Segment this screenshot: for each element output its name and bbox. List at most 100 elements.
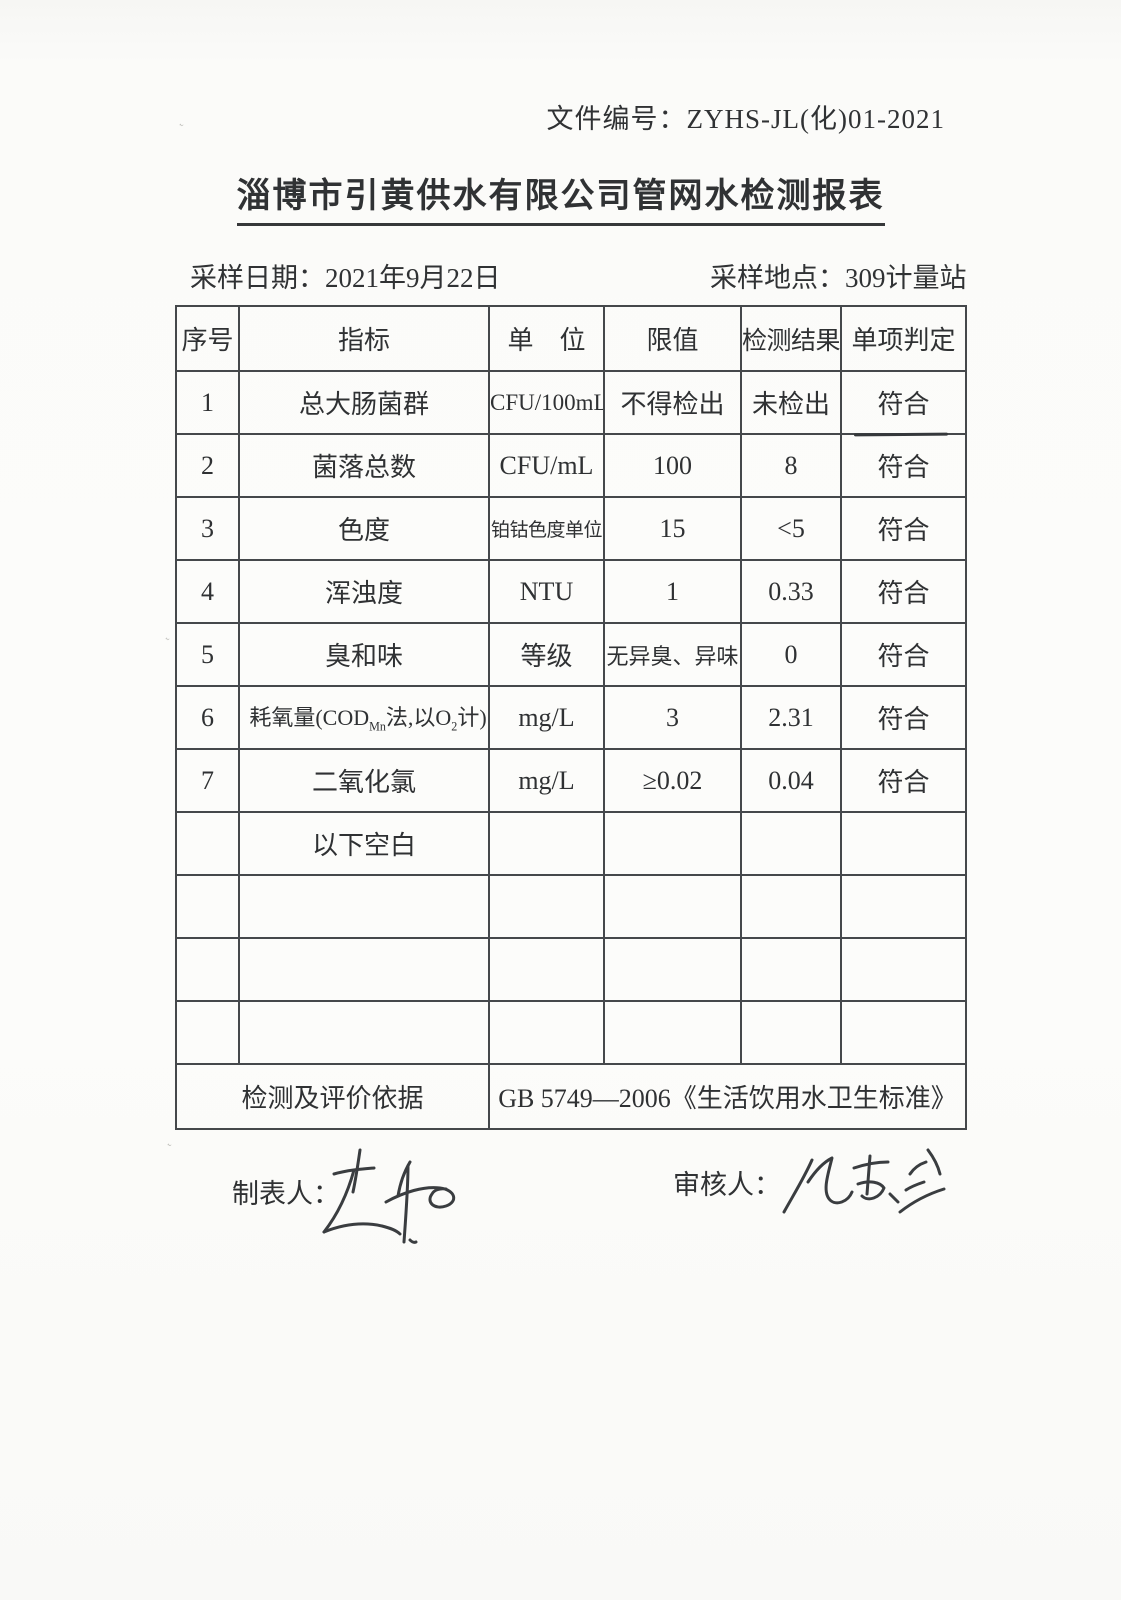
doc-number: 文件编号：ZYHS-JL(化)01-2021 — [547, 97, 945, 136]
sample-date-value: 2021年9月22日 — [325, 263, 501, 293]
reviewer-label: 审核人： — [673, 1170, 781, 1200]
limit-value: 100 — [603, 433, 742, 498]
indicator-name: 菌落总数 — [238, 433, 490, 498]
basis-row: 检测及评价依据 GB 5749—2006《生活饮用水卫生标准》 — [175, 1063, 967, 1130]
table-row: 3 色度 铂钴色度单位 15 <5 符合 — [175, 496, 967, 561]
unit-value: mg/L — [488, 748, 605, 813]
indicator-name: 色度 — [238, 496, 490, 561]
judgement-value — [840, 1000, 967, 1065]
result-value: 0.04 — [740, 748, 842, 813]
judgement-value: 符合 — [840, 559, 967, 624]
unit-value — [488, 811, 605, 876]
row-no: 5 — [175, 622, 240, 687]
indicator-name: 总大肠菌群 — [238, 370, 490, 435]
indicator-name — [238, 874, 490, 939]
scan-speck: ˞ — [164, 631, 172, 648]
row-no — [175, 874, 240, 939]
judgement-value: 符合 — [840, 370, 967, 435]
header-indicator: 指标 — [238, 305, 490, 372]
row-no — [175, 1000, 240, 1065]
limit-value: 3 — [603, 685, 742, 750]
header-judgement: 单项判定 — [840, 305, 967, 372]
sample-date-label: 采样日期： — [190, 263, 325, 293]
header-unit: 单 位 — [488, 305, 605, 372]
judgement-value: 符合 — [840, 622, 967, 687]
unit-value: CFU/mL — [488, 433, 605, 498]
sample-date: 采样日期：2021年9月22日 — [190, 256, 501, 295]
doc-number-value: ZYHS-JL(化)01-2021 — [686, 104, 945, 134]
table-row — [175, 874, 967, 939]
row-no: 4 — [175, 559, 240, 624]
judgement-value: 符合 — [840, 685, 967, 750]
limit-value — [603, 811, 742, 876]
row-no: 1 — [175, 370, 240, 435]
preparer-signature — [322, 1148, 456, 1244]
table-row: 5 臭和味 等级 无异臭、异味 0 符合 — [175, 622, 967, 687]
judgement-value: 符合 — [840, 433, 967, 498]
page-title: 淄博市引黄供水有限公司管网水检测报表 — [236, 168, 885, 226]
scan-speck: ˞ — [178, 117, 187, 134]
result-value: 0.33 — [740, 559, 842, 624]
header-result: 检测结果 — [740, 305, 842, 372]
limit-value: 1 — [603, 559, 742, 624]
sample-location-label: 采样地点： — [710, 263, 845, 293]
scan-speck: ˞ — [166, 1137, 175, 1154]
indicator-name — [238, 937, 490, 1002]
title-row: 淄博市引黄供水有限公司管网水检测报表 — [0, 168, 1121, 226]
judgement-value: 符合 — [840, 496, 967, 561]
result-value — [740, 811, 842, 876]
basis-value: GB 5749—2006《生活饮用水卫生标准》 — [488, 1063, 967, 1130]
unit-value — [488, 1000, 605, 1065]
basis-label: 检测及评价依据 — [175, 1063, 490, 1130]
indicator-name: 以下空白 — [238, 811, 490, 876]
table-row — [175, 1000, 967, 1065]
limit-value: ≥0.02 — [603, 748, 742, 813]
doc-number-label: 文件编号： — [546, 104, 687, 134]
unit-value: 等级 — [488, 622, 605, 687]
unit-value — [488, 874, 605, 939]
limit-value: 15 — [603, 496, 742, 561]
unit-value: NTU — [488, 559, 605, 624]
result-value: 未检出 — [740, 370, 842, 435]
sample-location: 采样地点：309计量站 — [710, 256, 967, 295]
unit-value — [488, 937, 605, 1002]
row-no — [175, 937, 240, 1002]
judgement-value — [840, 874, 967, 939]
row-no: 3 — [175, 496, 240, 561]
result-value — [740, 937, 842, 1002]
table-header-row: 序号 指标 单 位 限值 检测结果 单项判定 — [175, 305, 967, 372]
indicator-name: 耗氧量(CODMn法,以O2计) — [238, 685, 490, 750]
table-row: 2 菌落总数 CFU/mL 100 8 符合 — [175, 433, 967, 498]
sample-location-value: 309计量站 — [845, 263, 967, 293]
judgement-value — [840, 937, 967, 1002]
indicator-name: 二氧化氯 — [238, 748, 490, 813]
limit-value — [603, 1000, 742, 1065]
table-row: 1 总大肠菌群 CFU/100mL 不得检出 未检出 符合 — [175, 370, 967, 435]
table-row: 以下空白 — [175, 811, 967, 876]
limit-value — [603, 937, 742, 1002]
row-no: 2 — [175, 433, 240, 498]
table-row — [175, 937, 967, 1002]
row-no — [175, 811, 240, 876]
limit-value: 不得检出 — [603, 370, 742, 435]
result-value — [740, 1000, 842, 1065]
limit-value — [603, 874, 742, 939]
header-no: 序号 — [175, 305, 240, 372]
unit-value: 铂钴色度单位 — [488, 496, 605, 561]
reviewer-signature — [782, 1148, 946, 1214]
result-value — [740, 874, 842, 939]
result-value: <5 — [740, 496, 842, 561]
row-no: 7 — [175, 748, 240, 813]
result-value: 8 — [740, 433, 842, 498]
table-row: 4 浑浊度 NTU 1 0.33 符合 — [175, 559, 967, 624]
result-value: 2.31 — [740, 685, 842, 750]
judgement-value: 符合 — [840, 748, 967, 813]
indicator-name: 臭和味 — [238, 622, 490, 687]
table-row: 6 耗氧量(CODMn法,以O2计) mg/L 3 2.31 符合 — [175, 685, 967, 750]
indicator-name — [238, 1000, 490, 1065]
row-no: 6 — [175, 685, 240, 750]
preparer-label: 制表人： — [232, 1179, 340, 1209]
unit-value: mg/L — [488, 685, 605, 750]
judgement-value — [840, 811, 967, 876]
